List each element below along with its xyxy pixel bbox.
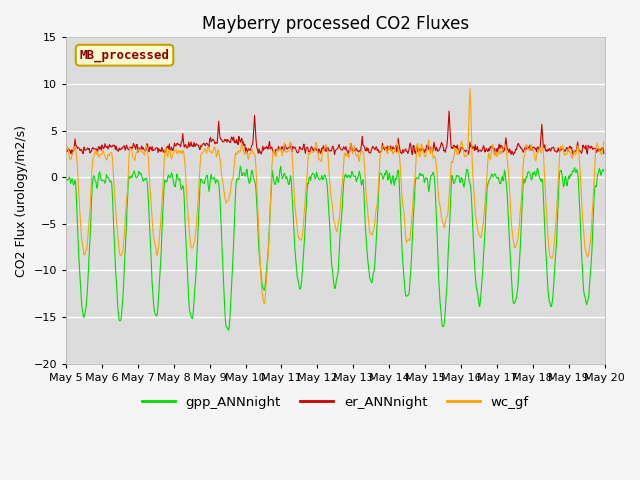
er_ANNnight (211, 138, 218, 144)
gpp_ANNnight (600, 168, 608, 174)
Line: er_ANNnight: er_ANNnight (66, 111, 604, 155)
wc_gf (466, 86, 474, 92)
Legend: gpp_ANNnight, er_ANNnight, wc_gf: gpp_ANNnight, er_ANNnight, wc_gf (136, 391, 534, 414)
wc_gf (182, 174, 189, 180)
er_ANNnight (445, 108, 453, 114)
Title: Mayberry processed CO2 Fluxes: Mayberry processed CO2 Fluxes (202, 15, 469, 33)
wc_gf (211, 144, 218, 150)
gpp_ANNnight (72, 182, 79, 188)
gpp_ANNnight (127, 173, 135, 179)
Line: gpp_ANNnight: gpp_ANNnight (66, 166, 604, 330)
wc_gf (401, 222, 409, 228)
Text: MB_processed: MB_processed (79, 48, 170, 62)
wc_gf (72, 147, 79, 153)
gpp_ANNnight (62, 176, 70, 182)
gpp_ANNnight (182, 234, 189, 240)
er_ANNnight (182, 142, 189, 147)
wc_gf (260, 301, 268, 307)
wc_gf (62, 147, 70, 153)
gpp_ANNnight (402, 293, 410, 299)
er_ANNnight (401, 147, 408, 153)
gpp_ANNnight (417, 171, 425, 177)
Line: wc_gf: wc_gf (66, 89, 604, 304)
er_ANNnight (600, 151, 608, 156)
wc_gf (417, 150, 424, 156)
gpp_ANNnight (211, 174, 218, 180)
wc_gf (600, 139, 608, 144)
gpp_ANNnight (237, 163, 244, 169)
er_ANNnight (62, 147, 70, 153)
er_ANNnight (416, 146, 424, 152)
Y-axis label: CO2 Flux (urology/m2/s): CO2 Flux (urology/m2/s) (15, 124, 28, 276)
wc_gf (127, 146, 135, 152)
er_ANNnight (127, 144, 135, 150)
er_ANNnight (72, 143, 79, 148)
gpp_ANNnight (225, 327, 232, 333)
er_ANNnight (570, 152, 577, 158)
